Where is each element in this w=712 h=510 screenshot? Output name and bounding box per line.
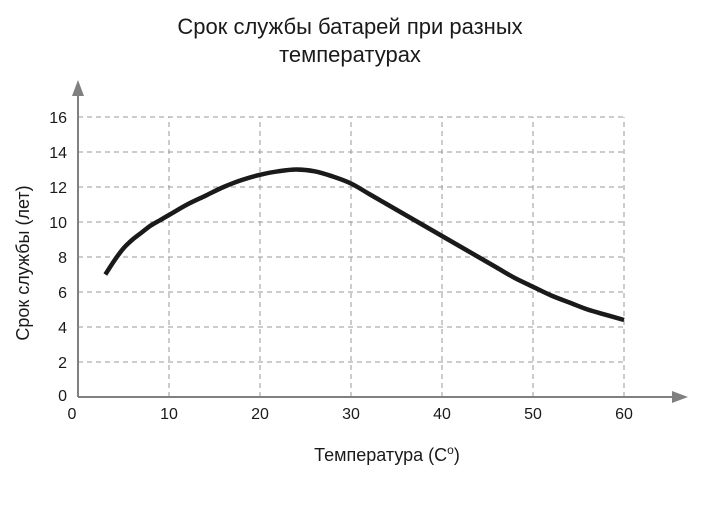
x-axis-label-close: ) [454, 445, 460, 465]
axes-layer [72, 80, 688, 403]
x-tick-label: 50 [524, 406, 542, 423]
x-axis-label-superscript: о [447, 443, 454, 457]
x-tick-label: 20 [251, 406, 269, 423]
x-origin-label: 0 [68, 406, 77, 423]
tick-labels: 10 20 30 40 50 60 2 4 6 8 10 12 14 16 00 [49, 110, 633, 423]
y-tick-label: 6 [58, 285, 67, 302]
x-tick-label: 40 [433, 406, 451, 423]
grid-layer [78, 116, 625, 397]
series-layer [103, 167, 625, 323]
x-tick-label: 60 [615, 406, 633, 423]
x-axis-arrow-icon [672, 391, 688, 403]
x-axis-label-text: Температура (С [314, 445, 447, 465]
chart-title: Срок службы батарей при разных температу… [177, 14, 522, 67]
y-tick-label: 10 [49, 215, 67, 232]
y-tick-label: 14 [49, 145, 67, 162]
y-tick-label: 12 [49, 180, 67, 197]
chart-title-line-2: температурах [279, 42, 421, 67]
x-tick-label: 10 [160, 406, 178, 423]
y-axis-label: Срок службы (лет) [13, 185, 33, 340]
y-origin-label: 0 [58, 388, 67, 405]
y-axis-arrow-icon [72, 80, 84, 96]
y-tick-label: 8 [58, 250, 67, 267]
x-tick-label: 30 [342, 406, 360, 423]
y-tick-label: 16 [49, 110, 67, 127]
y-tick-label: 2 [58, 355, 67, 372]
chart-title-line-1: Срок службы батарей при разных [177, 14, 522, 39]
series-line [103, 167, 625, 323]
y-tick-label: 4 [58, 320, 67, 337]
x-axis-label: Температура (Со) [314, 443, 460, 465]
